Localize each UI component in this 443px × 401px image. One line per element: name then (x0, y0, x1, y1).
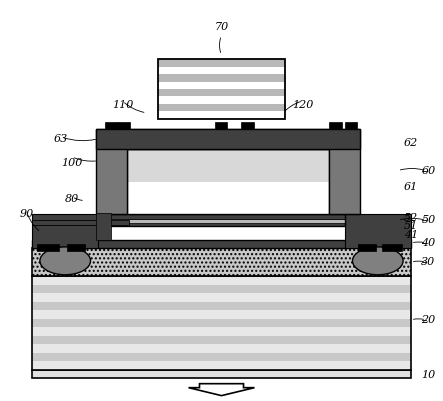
Bar (98, 215, 345, 227)
Bar (32, 310, 411, 319)
Bar (158, 81, 285, 89)
Text: 30: 30 (421, 257, 435, 267)
Text: 52: 52 (404, 213, 418, 223)
Text: 90: 90 (20, 209, 34, 219)
Bar (98, 223, 345, 226)
Bar (32, 248, 411, 276)
Bar (358, 244, 376, 251)
Bar (158, 89, 285, 97)
Bar (32, 361, 411, 370)
Bar (127, 149, 329, 215)
Text: 100: 100 (61, 158, 82, 168)
Bar (127, 149, 329, 215)
Bar (329, 129, 360, 215)
Bar (158, 67, 285, 74)
Text: 110: 110 (112, 100, 133, 110)
Bar (32, 240, 411, 248)
Bar (32, 319, 411, 327)
Bar (96, 213, 112, 240)
Bar (241, 122, 254, 129)
Bar (32, 276, 411, 285)
Bar (32, 215, 98, 248)
Text: 20: 20 (421, 315, 435, 325)
Polygon shape (188, 384, 255, 396)
Bar (345, 122, 357, 129)
Bar (127, 129, 329, 149)
Bar (67, 244, 85, 251)
Text: 10: 10 (421, 370, 435, 380)
Bar (117, 122, 130, 129)
Bar (127, 182, 329, 215)
Bar (98, 215, 345, 219)
Text: 70: 70 (214, 22, 229, 32)
Text: 61: 61 (404, 182, 418, 192)
Bar (105, 122, 117, 129)
Bar (158, 111, 285, 119)
Bar (32, 370, 411, 378)
Bar (158, 59, 285, 119)
Bar (96, 129, 360, 149)
Ellipse shape (40, 247, 90, 275)
Bar (158, 74, 285, 81)
Bar (38, 244, 59, 251)
Text: 51: 51 (404, 221, 418, 231)
Text: 80: 80 (65, 194, 79, 204)
Bar (32, 276, 411, 370)
Text: 40: 40 (421, 238, 435, 248)
Text: 120: 120 (292, 100, 314, 110)
Ellipse shape (353, 247, 403, 275)
Bar (98, 219, 345, 223)
Bar (158, 59, 285, 67)
Bar (96, 129, 127, 215)
Text: 62: 62 (404, 138, 418, 148)
Bar (32, 353, 411, 361)
Bar (32, 327, 411, 336)
Text: 63: 63 (54, 134, 68, 144)
Bar (215, 122, 227, 129)
Bar (32, 302, 411, 310)
Bar (158, 97, 285, 104)
Text: 50: 50 (421, 215, 435, 225)
Bar (158, 104, 285, 111)
Bar (32, 336, 411, 344)
Bar (329, 122, 342, 129)
Bar (345, 215, 411, 248)
Bar (382, 244, 402, 251)
Text: 60: 60 (421, 166, 435, 176)
Bar (32, 293, 411, 302)
Bar (32, 221, 129, 225)
Text: 41: 41 (404, 230, 418, 240)
Bar (32, 285, 411, 293)
Bar (32, 344, 411, 353)
